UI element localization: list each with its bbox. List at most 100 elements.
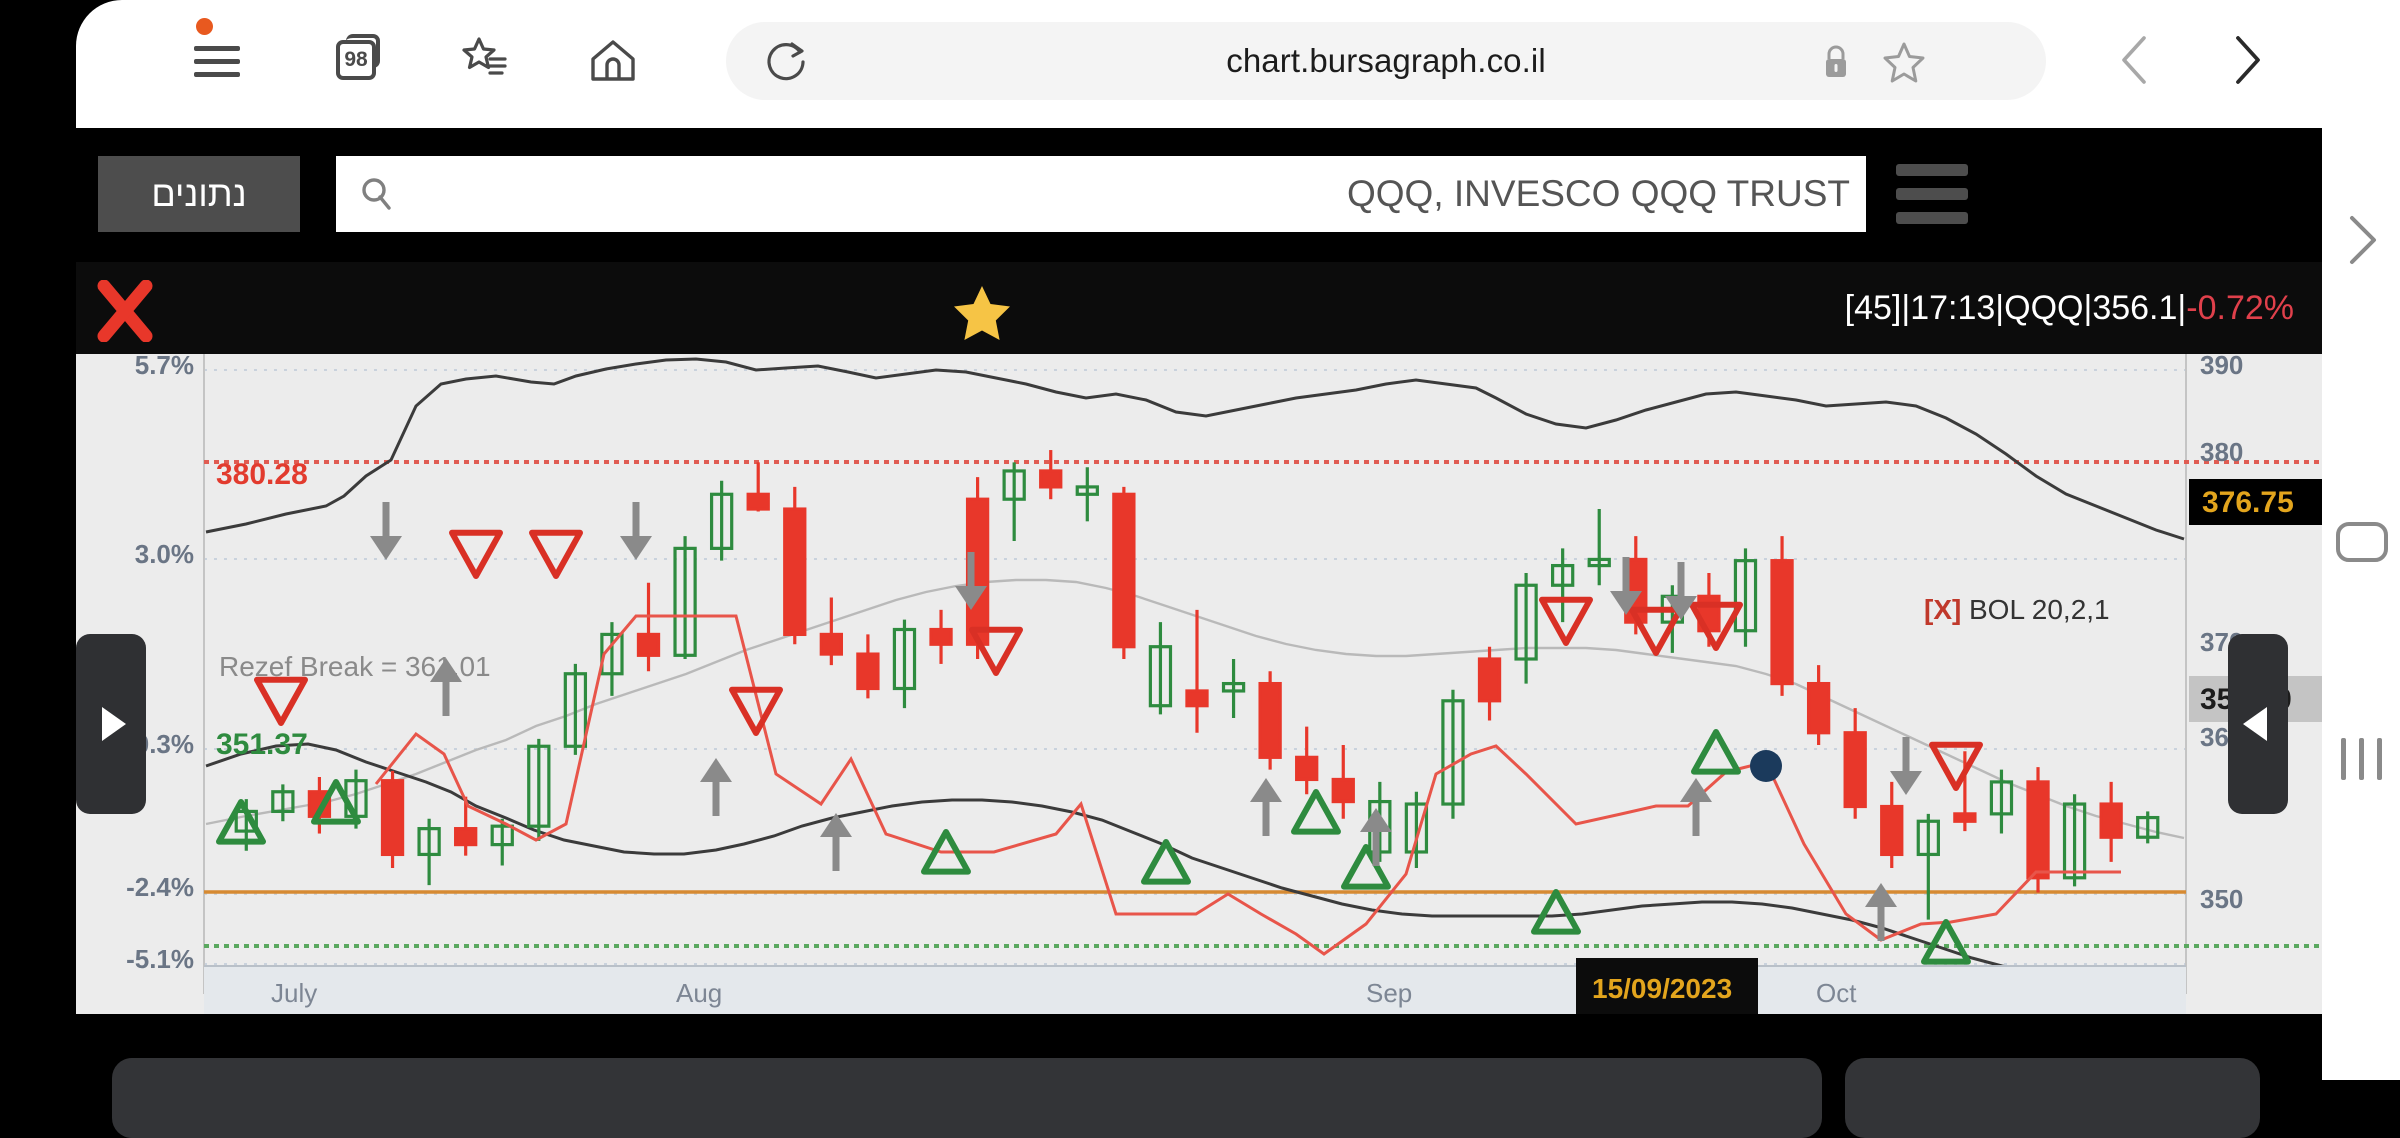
candle-body: [819, 632, 843, 656]
triangle-up-marker: [1291, 789, 1341, 835]
zigzag-line: [374, 614, 2121, 956]
triangle-up-marker: [1141, 839, 1191, 885]
home-pill-icon[interactable]: [2336, 522, 2388, 562]
candle-body: [1258, 681, 1282, 759]
arrow-down-marker: [1890, 737, 1922, 795]
triangle-down-marker: [1629, 606, 1683, 656]
triangle-down-marker: [969, 626, 1023, 676]
arrow-down-marker: [620, 502, 652, 560]
bookmark-star-icon[interactable]: [1882, 40, 1926, 84]
page-content: נתונים [45] | 17:13: [76, 128, 2322, 1048]
candle-body: [1185, 689, 1209, 708]
arrow-up-marker: [430, 658, 462, 716]
left-axis-tick: 3.0%: [135, 539, 194, 569]
resistance-label: 380.28: [216, 458, 308, 491]
triangle-left-icon: [2243, 707, 2267, 741]
live-price-badge: 376.75: [2202, 486, 2294, 519]
x-axis-tick: Aug: [676, 978, 722, 1008]
close-icon[interactable]: [94, 280, 156, 342]
address-bar[interactable]: chart.bursagraph.co.il: [726, 22, 2046, 100]
candle-body: [2062, 802, 2087, 880]
expand-left-panel-handle[interactable]: [76, 634, 146, 814]
triangle-down-marker: [1689, 601, 1743, 651]
collapse-right-panel-handle[interactable]: [2228, 634, 2288, 814]
arrow-up-marker: [1250, 778, 1282, 836]
price-chart-plot[interactable]: [X] BOL 20,2,1 380.28 Rezef Break = 361.…: [76, 354, 2322, 1014]
candle-body: [1441, 699, 1465, 806]
data-button[interactable]: נתונים: [98, 156, 300, 232]
candle-body: [929, 627, 953, 646]
candle-body: [1806, 681, 1831, 735]
chart-svg[interactable]: [X] BOL 20,2,1 380.28 Rezef Break = 361.…: [76, 354, 2322, 1014]
candle-body: [1221, 681, 1246, 693]
right-axis-tick: 390: [2200, 354, 2243, 380]
notification-dot: [196, 18, 213, 35]
indicator-close-marker[interactable]: [X]: [1924, 594, 1961, 625]
bollinger-middle-band: [205, 578, 2185, 840]
candle-body: [1477, 657, 1502, 703]
triangle-up-marker: [921, 829, 971, 875]
candle-body: [746, 492, 770, 511]
candle-body: [1843, 731, 1867, 809]
device-nav-bar: [2322, 0, 2400, 1080]
bottom-toolbar-right[interactable]: [1845, 1058, 2260, 1138]
forward-chevron-icon[interactable]: [2338, 212, 2386, 268]
left-axis-tick: 5.7%: [135, 354, 194, 380]
star-icon[interactable]: [951, 282, 1013, 344]
x-axis-tick: July: [271, 978, 317, 1008]
quote-status-bar: [45] | 17:13 | QQQ | 356.1 | -0.72%: [1845, 262, 2294, 354]
arrow-down-marker: [1665, 562, 1697, 620]
bookmarks-star-list-icon[interactable]: [454, 30, 516, 92]
url-text: chart.bursagraph.co.il: [1226, 42, 1546, 79]
cursor-dot-marker: [1750, 750, 1782, 782]
browser-chrome: 98 chart.bursagraph.co.il: [76, 0, 2322, 128]
candle-body: [856, 652, 880, 691]
back-chevron-icon[interactable]: [2106, 30, 2166, 90]
bar-count-label: [45]: [1844, 288, 1902, 327]
x-axis-tick: Sep: [1366, 978, 1412, 1008]
candle-body: [1587, 557, 1611, 568]
right-axis-tick: 350: [2200, 884, 2243, 914]
x-cursor-badge-bg: [1576, 958, 1758, 1014]
left-axis-tick: -2.4%: [126, 872, 194, 902]
triangle-up-marker: [311, 779, 361, 825]
triangle-right-icon: [102, 707, 126, 741]
triangle-up-marker: [1691, 729, 1741, 775]
candle-body: [271, 790, 295, 814]
candle-body: [563, 672, 588, 748]
search-icon: [362, 178, 391, 210]
arrow-up-marker: [1360, 808, 1392, 866]
triangle-down-marker: [729, 686, 783, 736]
sep-2: |: [1995, 288, 2005, 327]
bottom-toolbar-left[interactable]: [112, 1058, 1822, 1138]
candle-body: [1295, 755, 1319, 782]
search-input[interactable]: [396, 173, 1866, 215]
candle-body: [1916, 819, 1940, 857]
bollinger-upper-band: [205, 357, 2185, 541]
triangle-down-marker: [1539, 596, 1593, 646]
menu-icon[interactable]: [186, 30, 248, 92]
arrow-up-marker: [1680, 778, 1712, 836]
reload-icon[interactable]: [762, 36, 812, 86]
support-label: 351.37: [216, 728, 308, 761]
candle-body: [1039, 469, 1063, 489]
x-axis-band: [204, 966, 2186, 1014]
triangle-down-marker: [254, 676, 308, 726]
arrow-up-marker: [700, 758, 732, 816]
triangle-up-marker: [1531, 889, 1581, 935]
triangle-down-marker: [529, 529, 583, 579]
sep-3: |: [2083, 288, 2093, 327]
tabs-icon[interactable]: 98: [324, 30, 386, 92]
triangle-down-marker: [449, 529, 503, 579]
gridlines: [204, 369, 2186, 965]
forward-chevron-icon[interactable]: [2216, 30, 2276, 90]
left-axis-tick: -5.1%: [126, 944, 194, 974]
recents-icon[interactable]: [2339, 738, 2385, 780]
candle-body: [1075, 485, 1099, 496]
home-icon[interactable]: [582, 30, 644, 92]
candle-body: [1770, 559, 1794, 686]
change-percent-label: -0.72%: [2186, 288, 2294, 327]
chart-toolbar: [45] | 17:13 | QQQ | 356.1 | -0.72%: [76, 262, 2322, 354]
symbol-search-bar[interactable]: [336, 156, 1866, 232]
site-menu-icon[interactable]: [1896, 162, 1968, 226]
